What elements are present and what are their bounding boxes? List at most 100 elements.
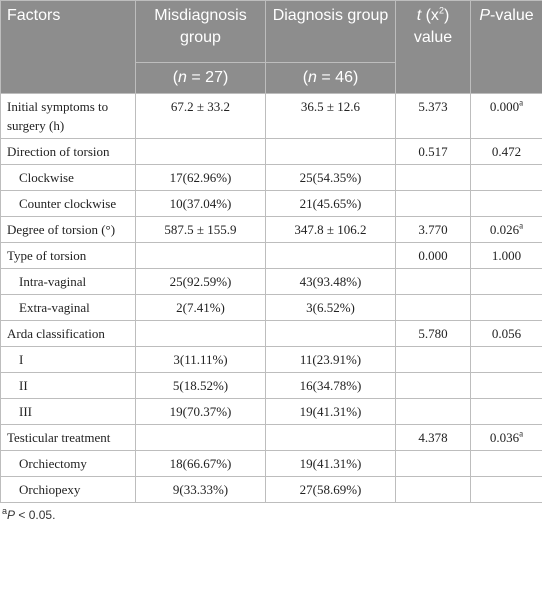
table-cell: 4.378 (395, 424, 471, 451)
table-cell: 3.770 (395, 216, 471, 243)
table-cell: 0.517 (395, 138, 471, 165)
table-cell: 0.056 (470, 320, 542, 347)
header-cell: (n = 27) (135, 62, 266, 94)
table-cell: 1.000 (470, 242, 542, 269)
table-cell: Orchiopexy (0, 476, 136, 503)
table-cell (395, 372, 471, 399)
table-cell: 10(37.04%) (135, 190, 266, 217)
table-cell: 25(92.59%) (135, 268, 266, 295)
table-cell: III (0, 398, 136, 425)
table-cell (265, 424, 396, 451)
table-row: Extra-vaginal 2(7.41%) 3(6.52%) (0, 294, 542, 321)
table-cell: 0.000a (470, 93, 542, 139)
table-cell: Intra-vaginal (0, 268, 136, 295)
text-part: P (7, 508, 16, 522)
text-part: t (416, 7, 422, 24)
table-cell: Extra-vaginal (0, 294, 136, 321)
table-cell (395, 450, 471, 477)
table-cell: Clockwise (0, 164, 136, 191)
header-cell: Factors (0, 0, 136, 94)
table-cell: 19(70.37%) (135, 398, 266, 425)
table-cell (470, 346, 542, 373)
table-row: Initial symptoms to surgery (h) 67.2 ± 33… (0, 93, 542, 139)
text-part: P (479, 7, 491, 24)
text-part: ) value (413, 7, 453, 46)
text-part: 0.036 (489, 430, 520, 445)
table-row: III 19(70.37%) 19(41.31%) (0, 398, 542, 425)
table-cell: Initial symptoms to surgery (h) (0, 93, 136, 139)
table-cell: 0.000 (395, 242, 471, 269)
table-cell: Orchiectomy (0, 450, 136, 477)
table-cell: 67.2 ± 33.2 (135, 93, 266, 139)
text-part: 2 (438, 5, 444, 16)
text-part: ( (302, 69, 309, 86)
table-row: Direction of torsion 0.517 0.472 (0, 138, 542, 165)
text-part: a (2, 506, 8, 516)
table-cell: 19(41.31%) (265, 398, 396, 425)
table-cell: 3(11.11%) (135, 346, 266, 373)
header-cell: t (x2) value (395, 0, 471, 94)
table-cell: Degree of torsion (°) (0, 216, 136, 243)
table: Factors Misdiagnosis group Diagnosis gro… (0, 0, 542, 503)
table-cell: Counter clockwise (0, 190, 136, 217)
text-part: (x (421, 7, 439, 24)
table-row: Type of torsion 0.000 1.000 (0, 242, 542, 269)
table-cell: Testicular treatment (0, 424, 136, 451)
table-row: I 3(11.11%) 11(23.91%) (0, 346, 542, 373)
table-cell: 11(23.91%) (265, 346, 396, 373)
table-cell: 9(33.33%) (135, 476, 266, 503)
header-cell: (n = 46) (265, 62, 396, 94)
table-cell: 587.5 ± 155.9 (135, 216, 266, 243)
table-row: Degree of torsion (°) 587.5 ± 155.9 347.8 … (0, 216, 542, 243)
text-part: ( (172, 69, 179, 86)
table-row: II 5(18.52%) 16(34.78%) (0, 372, 542, 399)
table-cell: 5.780 (395, 320, 471, 347)
table-row: Testicular treatment 4.378 0.036a (0, 424, 542, 451)
table-cell (135, 424, 266, 451)
table-cell (265, 320, 396, 347)
table-cell (135, 320, 266, 347)
table-cell (265, 138, 396, 165)
table-row: Orchiectomy 18(66.67%) 19(41.31%) (0, 450, 542, 477)
table-header: Factors Misdiagnosis group Diagnosis gro… (0, 0, 542, 94)
table-cell (395, 294, 471, 321)
table-row: Orchiopexy 9(33.33%) 27(58.69%) (0, 476, 542, 503)
table-cell (265, 242, 396, 269)
table-cell: 3(6.52%) (265, 294, 396, 321)
table-cell: 25(54.35%) (265, 164, 396, 191)
table-cell: 347.8 ± 106.2 (265, 216, 396, 243)
table-cell: 5.373 (395, 93, 471, 139)
table-cell: 19(41.31%) (265, 450, 396, 477)
table-cell (470, 372, 542, 399)
table-row: Intra-vaginal 25(92.59%) 43(93.48%) (0, 268, 542, 295)
header-cell: P-value (470, 0, 542, 94)
table-cell: 18(66.67%) (135, 450, 266, 477)
table-cell (470, 190, 542, 217)
table-row: Arda classification 5.780 0.056 (0, 320, 542, 347)
table-cell: II (0, 372, 136, 399)
table-cell (135, 242, 266, 269)
table-cell: 21(45.65%) (265, 190, 396, 217)
table-cell: 36.5 ± 12.6 (265, 93, 396, 139)
text-part: < 0.05. (15, 508, 56, 522)
text-part: a (519, 428, 524, 439)
text-part: 0.026 (489, 222, 520, 237)
table-cell (135, 138, 266, 165)
text-part: a (519, 220, 524, 231)
table-cell: 5(18.52%) (135, 372, 266, 399)
table-cell: 43(93.48%) (265, 268, 396, 295)
header-cell: Diagnosis group (265, 0, 396, 63)
table-cell: Arda classification (0, 320, 136, 347)
text-part: = 46) (316, 69, 359, 86)
table-cell (470, 450, 542, 477)
text-part: = 27) (186, 69, 229, 86)
table-cell: 17(62.96%) (135, 164, 266, 191)
table-cell (395, 268, 471, 295)
table-cell (395, 346, 471, 373)
text-part: 0.000 (489, 99, 520, 114)
table-cell (395, 398, 471, 425)
table-cell (470, 164, 542, 191)
text-part: n (178, 69, 187, 86)
table-cell: 0.036a (470, 424, 542, 451)
